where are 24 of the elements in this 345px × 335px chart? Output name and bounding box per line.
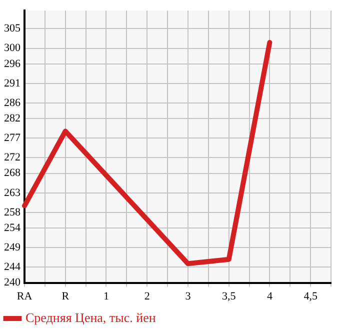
y-tick-label: 244 [4, 261, 21, 274]
x-tick-label: R [62, 290, 70, 302]
x-tick-label: 4,5 [304, 290, 318, 302]
y-tick-label: 296 [4, 58, 21, 70]
y-tick-label: 282 [4, 112, 20, 125]
y-tick-label: 263 [4, 186, 21, 199]
y-tick-label: 286 [4, 96, 21, 109]
y-tick-label: 305 [4, 22, 21, 35]
x-tick-label: 3,5 [222, 290, 236, 302]
x-tick-label: 4 [266, 290, 273, 302]
y-tick-label: 254 [4, 222, 21, 234]
y-tick-label: 300 [4, 42, 21, 54]
y-tick-label: 258 [4, 206, 21, 218]
x-tick-label: 3 [185, 290, 192, 302]
y-tick-label: 272 [4, 152, 20, 164]
legend-label: Средняя Цена, тыс. йен [26, 310, 156, 325]
y-tick-label: 240 [4, 276, 21, 289]
y-tick-label: 277 [4, 132, 21, 144]
y-tick-label: 249 [4, 242, 21, 254]
x-tick-label: RA [16, 290, 32, 302]
y-tick-label: 268 [4, 167, 21, 180]
y-tick-label: 291 [4, 77, 20, 90]
x-tick-label: 2 [144, 290, 150, 302]
x-tick-label: 1 [103, 290, 109, 302]
